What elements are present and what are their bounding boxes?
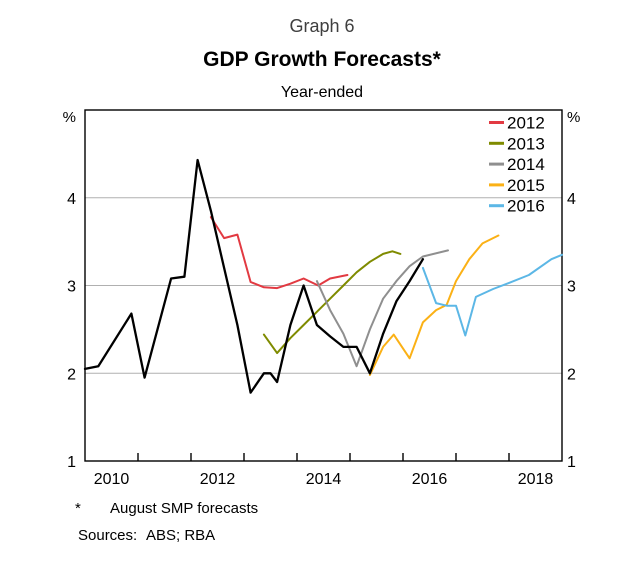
x-axis-label-2018: 2018 [518, 471, 554, 488]
series-2014-line [315, 249, 449, 368]
plot-frame [84, 109, 563, 462]
series-actual-line [83, 158, 425, 394]
sources-text: ABS; RBA [146, 527, 216, 544]
sources-label: Sources: [78, 527, 138, 544]
y-axis-right-label-3: 3 [567, 279, 576, 296]
legend-label-2016: 2016 [507, 197, 545, 216]
x-axis-label-2016: 2016 [412, 471, 448, 488]
x-axis-label-2014: 2014 [306, 471, 342, 488]
y-axis-left-unit: % [63, 109, 76, 126]
y-axis-right-label-1: 1 [567, 454, 576, 471]
y-axis-right-label-2: 2 [567, 366, 576, 383]
y-axis-right-unit: % [567, 109, 580, 126]
legend-label-2015: 2015 [507, 176, 545, 195]
legend-label-2014: 2014 [507, 155, 545, 174]
series-2015-line [368, 234, 500, 376]
series-2016-line [421, 253, 563, 337]
legend-label-2013: 2013 [507, 134, 545, 153]
y-axis-left-label-1: 1 [67, 454, 76, 471]
series-2013-line [262, 250, 402, 355]
chart-subtitle: Year-ended [280, 84, 364, 101]
x-axis-label-2010: 2010 [94, 471, 130, 488]
x-axis-label-2012: 2012 [200, 471, 236, 488]
footnote-text: August SMP forecasts [110, 500, 259, 517]
chart-title: GDP Growth Forecasts* [203, 48, 441, 71]
y-axis-left-label-3: 3 [67, 279, 76, 296]
graph-number: Graph 6 [289, 16, 355, 36]
legend-label-2012: 2012 [507, 114, 545, 133]
y-axis-left-label-2: 2 [67, 366, 76, 383]
y-axis-left-label-4: 4 [67, 191, 76, 208]
series-2012-line [209, 216, 349, 290]
y-axis-right-label-4: 4 [567, 191, 576, 208]
footnote-marker: * [75, 500, 81, 517]
